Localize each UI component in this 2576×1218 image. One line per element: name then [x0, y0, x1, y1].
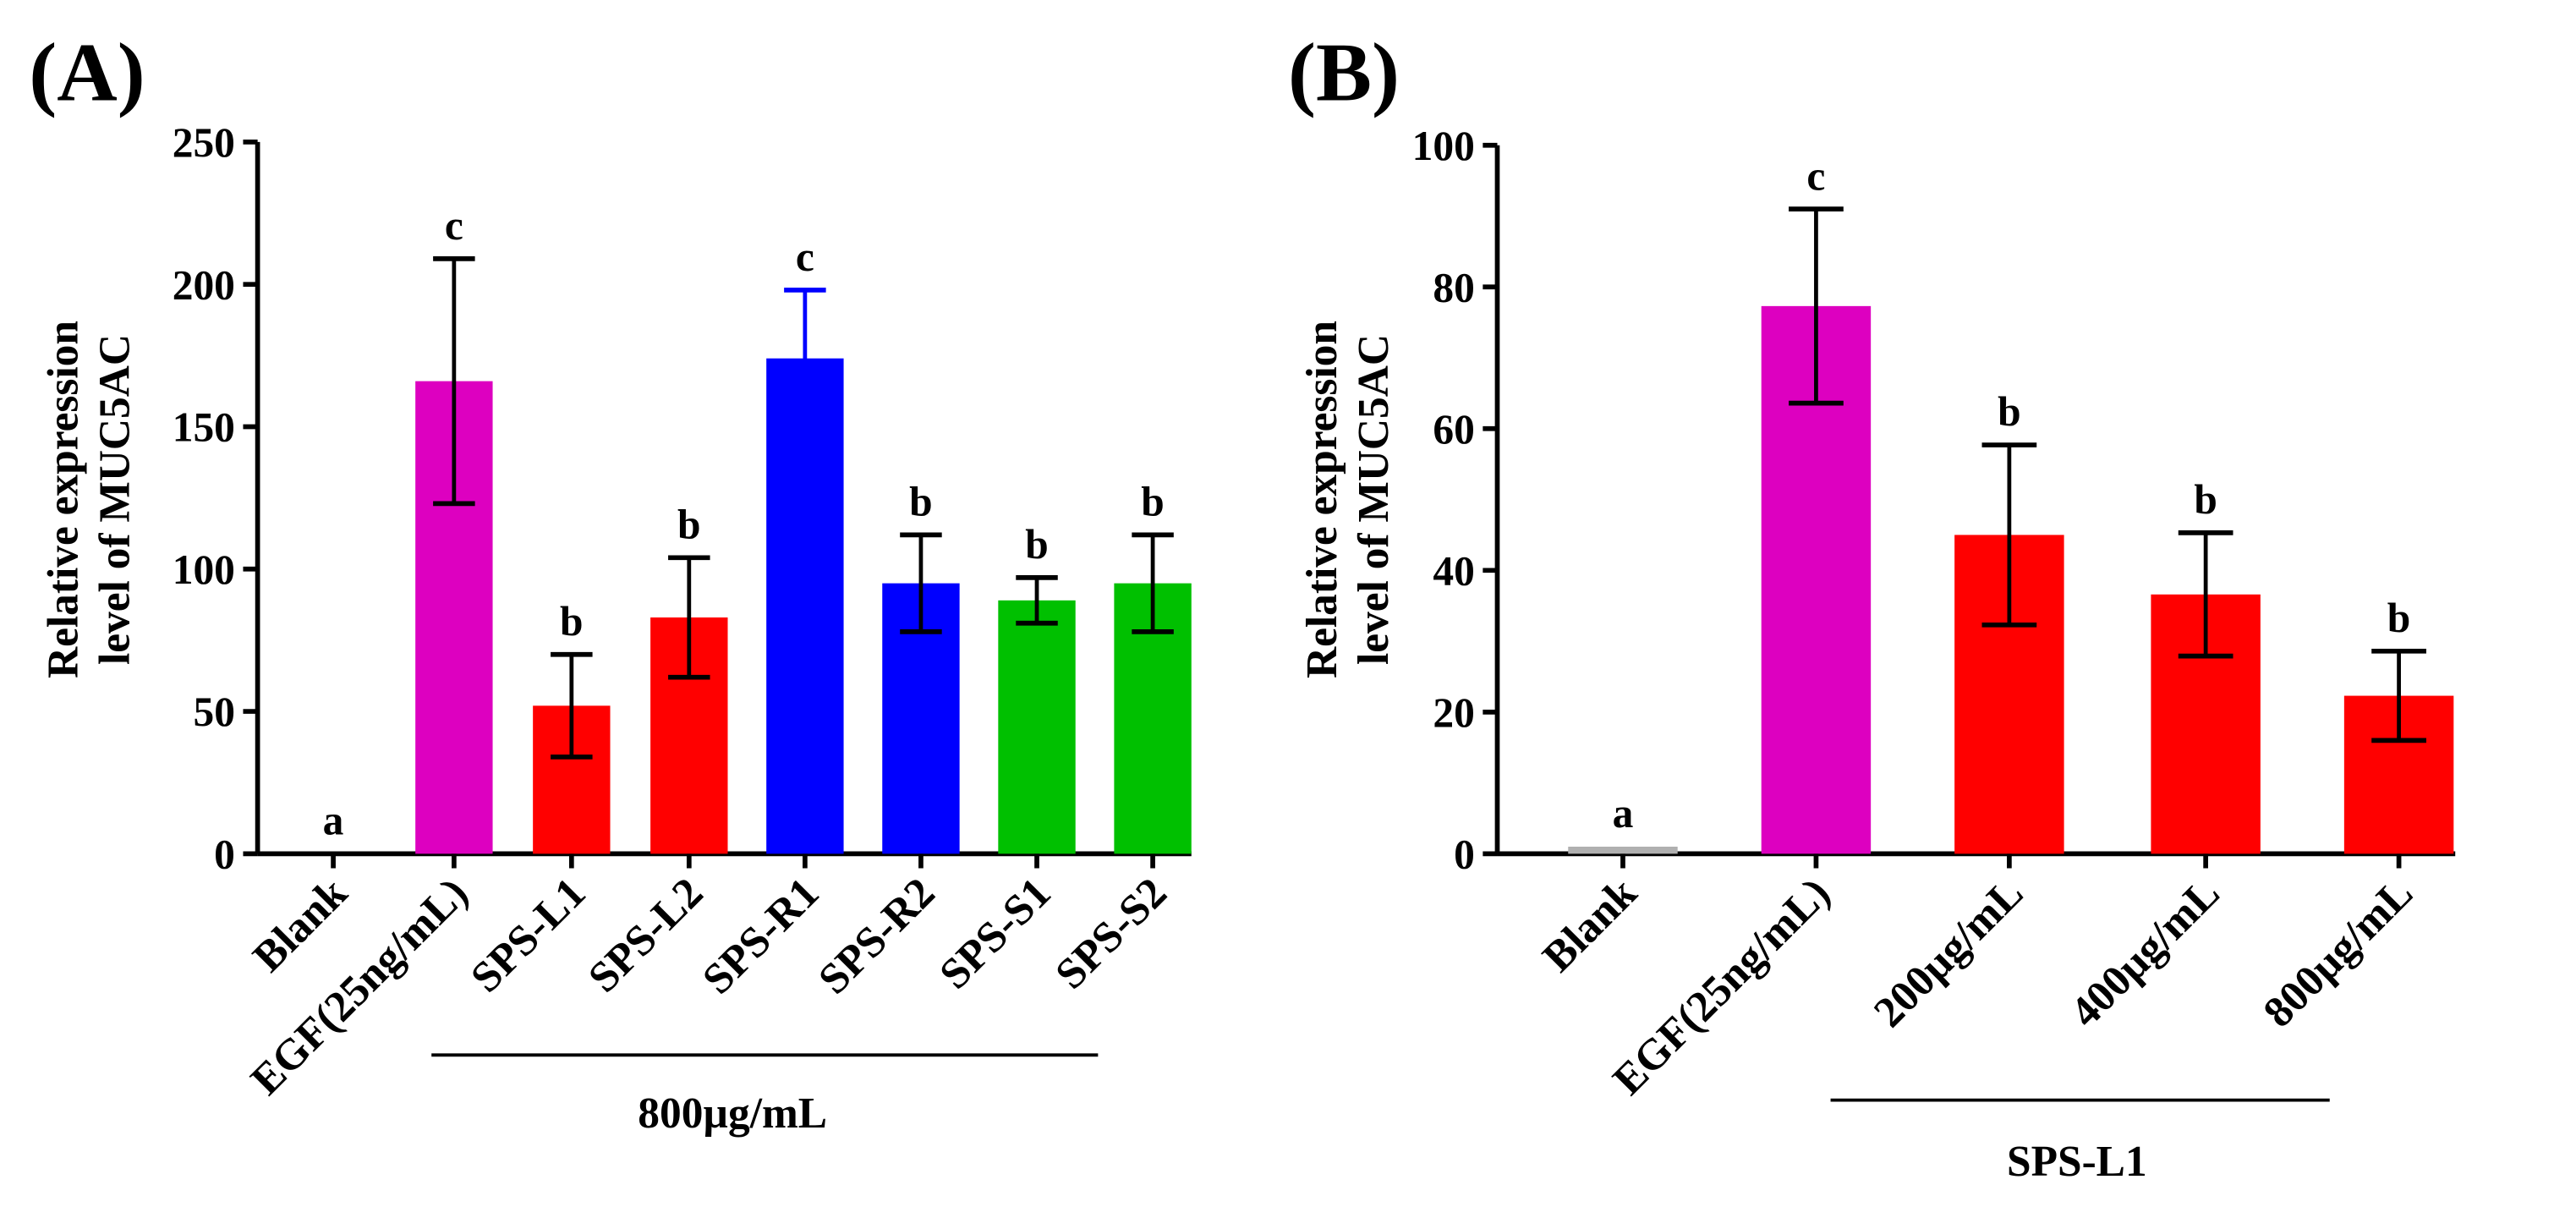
y-tick-label: 80	[1433, 264, 1474, 310]
y-tick-label: 100	[1412, 123, 1475, 169]
y-tick-label: 0	[1454, 831, 1475, 878]
x-tick-label: Blank	[1533, 869, 1647, 982]
y-tick-label: 150	[173, 404, 235, 451]
significance-letter: b	[1998, 388, 2021, 435]
y-tick-label: 50	[193, 689, 234, 735]
x-tick-label: 800µg/mL	[2255, 869, 2423, 1037]
bar-sps-r1	[766, 358, 844, 854]
x-tick-label: EGF(25ng/mL)	[242, 869, 478, 1105]
significance-letter: b	[2194, 476, 2217, 523]
x-tick-label: SPS-S1	[930, 869, 1060, 998]
y-tick-label: 200	[173, 261, 235, 308]
y-axis-label-line: Relative expression	[39, 321, 87, 678]
x-tick-label: SPS-L2	[579, 869, 712, 1001]
significance-letter: c	[796, 233, 814, 280]
significance-letter: a	[1613, 790, 1634, 837]
group-label: 800µg/mL	[638, 1089, 827, 1138]
significance-letter: b	[909, 479, 933, 525]
panel-label: (B)	[1288, 26, 1400, 118]
significance-letter: c	[1806, 152, 1825, 199]
y-tick-label: 40	[1433, 547, 1474, 594]
y-axis-label: Relative expression level of MUC5AC	[39, 321, 139, 678]
y-axis-label-line: level of MUC5AC	[1350, 334, 1398, 665]
y-axis-label-line: Relative expression	[1298, 321, 1346, 678]
chart-panel-a: (A) Relative expression level of MUC5AC 0 50…	[29, 26, 1192, 1138]
y-tick-label: 100	[173, 546, 235, 593]
significance-letter: b	[2387, 595, 2411, 641]
y-axis-label: Relative expression level of MUC5AC	[1298, 321, 1398, 678]
y-tick-label: 20	[1433, 689, 1474, 736]
bar-sps-s1	[998, 600, 1076, 854]
significance-letter: b	[1025, 521, 1049, 568]
significance-letter: b	[1141, 479, 1165, 525]
panel-label: (A)	[29, 26, 145, 118]
y-axis-label-line: level of MUC5AC	[90, 334, 139, 665]
x-tick-label: Blank	[244, 869, 357, 982]
y-tick-label: 0	[214, 831, 235, 878]
chart-panel-b: (B) Relative expression level of MUC5AC 0 20…	[1288, 26, 2456, 1186]
y-tick-label: 60	[1433, 406, 1474, 453]
significance-letter: b	[677, 501, 701, 547]
significance-letter: a	[323, 798, 344, 844]
x-tick-label: SPS-R1	[693, 869, 828, 1003]
significance-letter: b	[560, 598, 584, 645]
x-tick-label: 200µg/mL	[1865, 869, 2033, 1037]
x-tick-label: SPS-L1	[462, 869, 595, 1001]
x-tick-label: 400µg/mL	[2061, 869, 2229, 1037]
bar-blank	[1568, 846, 1678, 854]
significance-letter: c	[445, 202, 463, 249]
group-label: SPS-L1	[2007, 1138, 2147, 1186]
y-tick-label: 250	[173, 119, 235, 166]
x-tick-label: SPS-R2	[809, 869, 944, 1003]
x-tick-label: SPS-S2	[1046, 869, 1176, 998]
